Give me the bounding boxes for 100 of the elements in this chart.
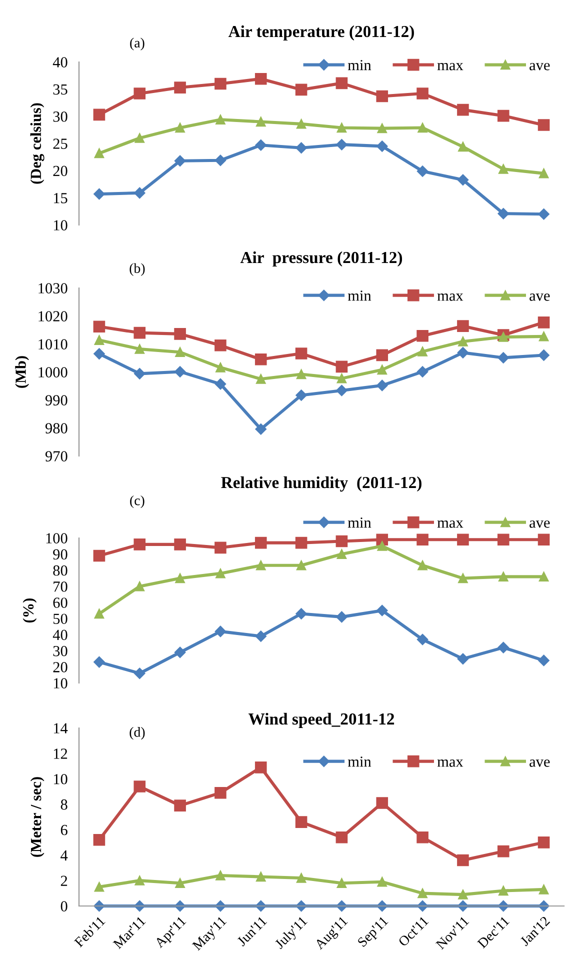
point — [376, 380, 388, 392]
point — [94, 148, 104, 158]
point — [498, 352, 509, 364]
point — [174, 82, 186, 94]
y-tick-label: 20 — [53, 662, 68, 672]
legend-label: min — [348, 518, 372, 528]
point — [255, 140, 266, 151]
y-axis-title: (Meter / sec) — [30, 777, 44, 857]
text: (c) — [130, 495, 144, 508]
point — [93, 320, 106, 333]
legend-label: min — [348, 290, 372, 301]
y-tick-label: 40 — [52, 630, 68, 640]
y-tick-label: 990 — [45, 395, 68, 406]
point — [214, 626, 226, 638]
text: (b) — [130, 263, 145, 276]
point — [134, 780, 146, 792]
y-axis-title: (Deg celsius) — [30, 103, 44, 184]
point — [498, 332, 508, 342]
y-tick-label: 35 — [53, 84, 68, 95]
point — [255, 630, 266, 642]
point — [216, 362, 226, 372]
point — [93, 550, 106, 562]
point — [497, 534, 510, 546]
point — [457, 347, 469, 358]
point — [296, 369, 306, 380]
point — [175, 122, 185, 133]
legend-label: max — [437, 759, 464, 767]
point — [538, 119, 550, 131]
point — [254, 353, 267, 366]
legend-label: max — [437, 293, 464, 301]
point — [498, 642, 509, 654]
point — [458, 573, 468, 584]
legend-label: min — [348, 756, 372, 767]
y-tick-label: 1030 — [38, 283, 68, 294]
point — [538, 572, 549, 582]
y-tick-label: 4 — [60, 850, 68, 860]
point — [296, 900, 307, 912]
point — [457, 104, 469, 116]
y-tick-label: 80 — [53, 565, 68, 576]
point — [174, 646, 186, 658]
legend-label: ave — [530, 520, 550, 528]
point — [498, 900, 509, 912]
point — [336, 374, 347, 384]
point — [255, 900, 266, 912]
point — [256, 116, 266, 127]
point — [538, 350, 550, 361]
y-tick-label: 980 — [45, 423, 68, 434]
point — [216, 870, 226, 880]
point — [377, 364, 387, 375]
point — [418, 122, 428, 133]
point — [214, 78, 226, 90]
point — [94, 188, 105, 200]
y-tick-label: 6 — [60, 824, 68, 836]
point — [538, 836, 550, 848]
point — [94, 608, 104, 619]
point — [498, 164, 508, 174]
chart-title: Air pressure (2011-12) — [240, 251, 402, 267]
point — [175, 878, 185, 888]
point — [336, 122, 347, 133]
point — [296, 142, 307, 154]
point — [498, 208, 509, 220]
point — [416, 88, 428, 100]
point — [497, 110, 510, 122]
point — [296, 560, 306, 570]
point — [538, 884, 549, 894]
point — [498, 886, 508, 896]
point — [254, 762, 267, 774]
point — [336, 535, 348, 548]
point — [255, 424, 266, 435]
point — [93, 834, 106, 846]
point — [296, 608, 307, 620]
point — [93, 108, 106, 121]
point — [134, 368, 146, 380]
y-tick-label: 0 — [60, 901, 68, 912]
point — [377, 541, 387, 551]
point — [174, 800, 186, 812]
y-tick-label: 1000 — [38, 367, 68, 378]
point — [296, 119, 306, 129]
y-tick-label: 10 — [54, 220, 68, 230]
chart-title: Relative humidity (2011-12) — [221, 476, 422, 492]
point — [376, 349, 388, 362]
point — [214, 378, 226, 390]
point — [458, 142, 468, 152]
point — [416, 831, 428, 844]
y-tick-label: 25 — [53, 138, 68, 149]
point — [336, 360, 348, 373]
y-tick-label: 30 — [53, 646, 68, 656]
point — [336, 831, 348, 844]
point — [336, 77, 348, 90]
point — [134, 538, 146, 550]
point — [134, 668, 146, 679]
point — [214, 339, 226, 352]
y-tick-label: 10 — [54, 678, 68, 688]
point — [377, 876, 387, 887]
point — [538, 168, 549, 178]
point — [94, 335, 104, 345]
point — [214, 154, 226, 166]
point — [214, 542, 226, 554]
point — [134, 900, 146, 912]
point — [256, 374, 266, 384]
